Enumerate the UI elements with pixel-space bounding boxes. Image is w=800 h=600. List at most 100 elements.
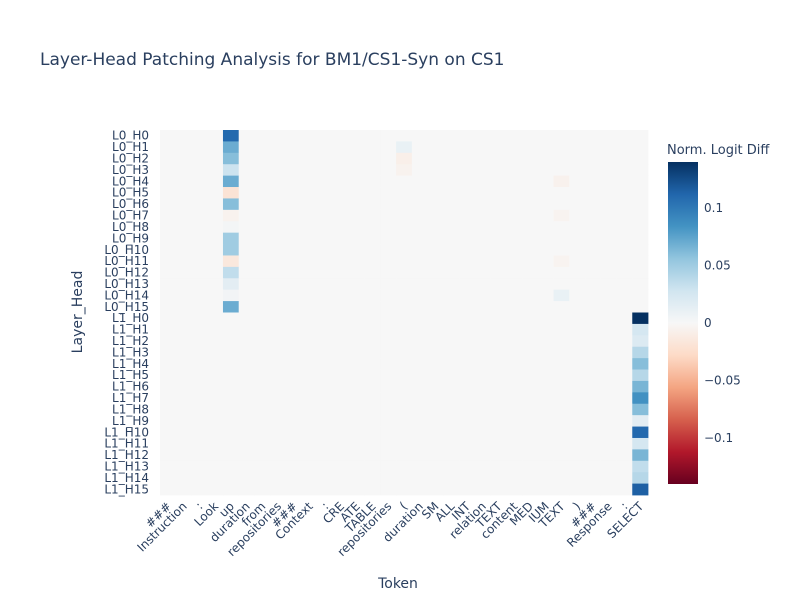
y-tick-label: L1_H5 [112, 368, 149, 382]
heatmap-cell [490, 244, 507, 256]
heatmap-cell [396, 415, 413, 427]
heatmap-cell [317, 175, 334, 188]
heatmap-cell [459, 141, 476, 154]
heatmap-cell [396, 437, 413, 450]
heatmap-cell [270, 266, 287, 279]
heatmap-cell [569, 209, 586, 222]
heatmap-cell [222, 415, 240, 427]
heatmap-cell [191, 392, 208, 405]
heatmap-cell [506, 460, 523, 473]
heatmap-cell [317, 403, 334, 416]
heatmap-cell [333, 244, 350, 256]
heatmap-cell [333, 392, 350, 405]
heatmap-cell [175, 266, 192, 279]
heatmap-cell [490, 335, 507, 348]
heatmap-cell [348, 392, 366, 405]
heatmap-cell [175, 483, 192, 496]
heatmap-cell [569, 437, 586, 450]
heatmap-cell [459, 278, 476, 291]
heatmap-cell [301, 415, 318, 427]
heatmap-cell [490, 449, 507, 462]
heatmap-cell [537, 312, 554, 325]
heatmap-cell [537, 449, 554, 462]
heatmap-cell [585, 289, 602, 302]
heatmap-cell [348, 323, 366, 336]
heatmap-cell [553, 141, 570, 154]
heatmap-cell [207, 369, 224, 382]
heatmap-cell [380, 403, 397, 416]
heatmap-cell [522, 244, 539, 256]
heatmap-cell [553, 415, 570, 427]
heatmap-cell [333, 164, 350, 177]
heatmap-cell [333, 346, 350, 359]
heatmap-cell [333, 460, 350, 473]
heatmap-cell [490, 209, 507, 222]
heatmap-cell [270, 232, 287, 245]
heatmap-cell [411, 323, 429, 336]
heatmap-cell [396, 175, 413, 188]
heatmap-cell [238, 437, 255, 450]
heatmap-cell [285, 175, 303, 188]
heatmap-cell [254, 460, 271, 473]
heatmap-cell [222, 266, 240, 279]
heatmap-cell [459, 312, 476, 325]
y-tick-label: L0_H5 [112, 186, 149, 200]
heatmap-cell [522, 164, 539, 177]
heatmap-cell [396, 358, 413, 370]
colorbar-tick-label: 0 [704, 316, 712, 330]
heatmap-cell [427, 392, 444, 405]
heatmap-cell [270, 141, 287, 154]
heatmap-cell [175, 221, 192, 234]
heatmap-cell [175, 175, 192, 188]
heatmap-cell [411, 380, 429, 393]
heatmap-cell [317, 460, 334, 473]
heatmap-cell [191, 187, 208, 199]
heatmap-cell [522, 221, 539, 234]
heatmap-cell [600, 460, 617, 473]
heatmap-cell [569, 187, 586, 199]
heatmap-cell [207, 141, 224, 154]
heatmap-cell [585, 278, 602, 291]
heatmap-cell [348, 403, 366, 416]
heatmap-cell [285, 335, 303, 348]
heatmap-cell [411, 415, 429, 427]
heatmap-cell [490, 483, 507, 496]
heatmap-cell [506, 289, 523, 302]
heatmap-cell [553, 472, 570, 484]
heatmap-cell [270, 358, 287, 370]
heatmap-cell [254, 335, 271, 348]
heatmap-cell [616, 449, 633, 462]
heatmap-cell [396, 312, 413, 325]
heatmap-cell [474, 209, 491, 222]
heatmap-cell [427, 437, 444, 450]
heatmap-cell [254, 472, 271, 484]
y-tick-label: L1_H2 [112, 334, 149, 348]
heatmap-cell [175, 289, 192, 302]
heatmap-cell [569, 323, 586, 336]
heatmap-cell [380, 426, 397, 439]
heatmap-cell [490, 266, 507, 279]
heatmap-cell [301, 437, 318, 450]
heatmap-cell [537, 130, 554, 142]
heatmap-cell [632, 380, 649, 393]
heatmap-cell [270, 449, 287, 462]
heatmap-cell [254, 449, 271, 462]
heatmap-cell [474, 437, 491, 450]
heatmap-cell [191, 460, 208, 473]
heatmap-cell [585, 426, 602, 439]
heatmap-cell [427, 323, 444, 336]
heatmap-cell [522, 449, 539, 462]
heatmap-cell [537, 460, 554, 473]
heatmap-cell [160, 472, 177, 484]
heatmap-cell [160, 437, 177, 450]
heatmap-cell [522, 278, 539, 291]
heatmap-cell [427, 221, 444, 234]
heatmap-cell [443, 152, 460, 165]
heatmap-cell [632, 244, 649, 256]
heatmap-cell [191, 266, 208, 279]
heatmap-cell [191, 175, 208, 188]
heatmap-cell [254, 209, 271, 222]
heatmap-cell [569, 403, 586, 416]
heatmap-cell [490, 187, 507, 199]
heatmap-cell [474, 266, 491, 279]
